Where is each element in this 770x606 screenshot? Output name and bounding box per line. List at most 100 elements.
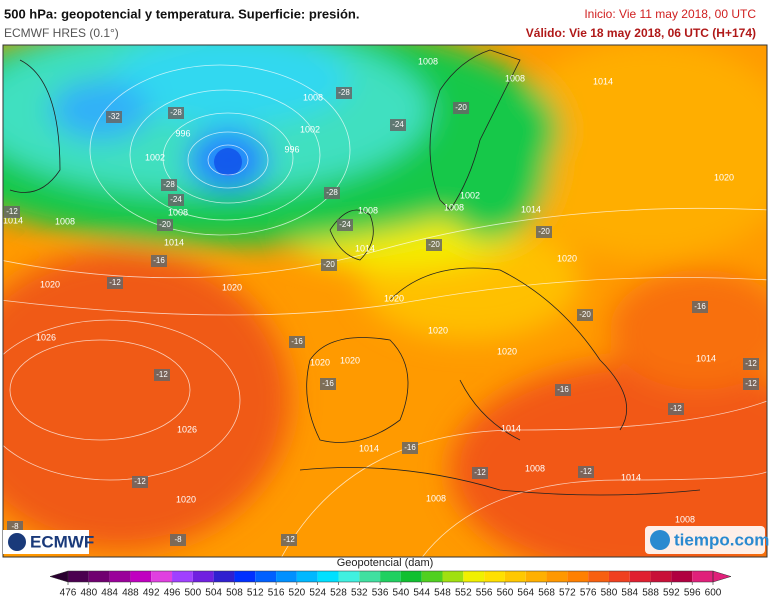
colorbar-label: 500	[184, 588, 201, 599]
colorbar-end	[49, 570, 69, 583]
colorbar-swatch	[234, 571, 256, 582]
temperature-label: -8	[174, 535, 182, 544]
colorbar-label: 484	[101, 588, 118, 599]
temperature-box	[107, 277, 123, 289]
pressure-label: 1020	[428, 325, 448, 335]
colorbar-label: 584	[621, 588, 638, 599]
logo-left: ECMWF	[30, 532, 94, 551]
pressure-label: 996	[284, 144, 299, 154]
pressure-label: 1014	[3, 215, 23, 225]
colorbar-label: 536	[372, 588, 389, 599]
colorbar-end	[712, 570, 732, 583]
colorbar-swatch	[296, 571, 318, 582]
pressure-label: 1008	[525, 463, 545, 473]
isobars	[3, 64, 767, 557]
colorbar-swatch	[172, 571, 193, 582]
colorbar-label: 568	[538, 588, 555, 599]
pressure-label: 1020	[340, 355, 360, 365]
temperature-label: -12	[745, 379, 757, 388]
temperature-label: -12	[156, 370, 168, 379]
temperature-label: -16	[404, 443, 416, 452]
temperature-label: -20	[323, 260, 335, 269]
temperature-box	[555, 384, 571, 396]
temperature-label: -12	[670, 404, 682, 413]
pressure-label: 1020	[497, 346, 517, 356]
temperature-box	[168, 194, 184, 206]
pressure-label: 1008	[418, 56, 438, 66]
pressure-label: 1014	[521, 204, 541, 214]
colorbar-label: 476	[60, 588, 77, 599]
temperature-box	[402, 442, 418, 454]
colorbar-label: 564	[517, 588, 534, 599]
temperature-box	[390, 119, 406, 131]
pressure-label: 1020	[714, 172, 734, 182]
temperature-label: -16	[322, 379, 334, 388]
temperature-box	[743, 358, 759, 370]
temperature-box	[161, 179, 177, 191]
temperature-label: -12	[283, 535, 295, 544]
temperature-box	[151, 255, 167, 267]
colorbar-label: 532	[351, 588, 368, 599]
colorbar-swatch	[463, 571, 485, 582]
temperature-label: -24	[339, 220, 351, 229]
colorbar-label: 600	[705, 588, 722, 599]
temperature-box	[337, 219, 353, 231]
temperature-box	[4, 206, 20, 218]
temperature-label: -16	[153, 256, 165, 265]
model: ECMWF HRES (0.1°)	[4, 26, 119, 40]
temperature-label: -20	[579, 310, 591, 319]
temperature-box	[336, 87, 352, 99]
colorbar-label: 556	[476, 588, 493, 599]
colorbar-title: Geopotencial (dam)	[337, 557, 434, 569]
temperature-box	[168, 107, 184, 119]
colorbar-swatch	[588, 571, 609, 582]
colorbar-swatch	[192, 571, 214, 582]
temperature-label: -12	[474, 468, 486, 477]
pressure-label: 996	[175, 128, 190, 138]
colorbar-swatch	[629, 571, 651, 582]
temperature-label: -12	[745, 359, 757, 368]
colorbar-swatch	[338, 571, 360, 582]
colorbar-swatch	[68, 571, 89, 582]
colorbar-swatch	[151, 571, 173, 582]
colorbar-swatch	[484, 571, 505, 582]
colorbar-swatch	[671, 571, 693, 582]
colorbar-label: 576	[580, 588, 597, 599]
colorbar-label: 548	[434, 588, 451, 599]
colorbar-label: 492	[143, 588, 160, 599]
pressure-label: 1008	[358, 205, 378, 215]
init-time: Inicio: Vie 11 may 2018, 00 UTC	[584, 7, 756, 21]
temperature-label: -20	[455, 103, 467, 112]
colorbar-swatch	[567, 571, 589, 582]
colorbar-label: 508	[226, 588, 243, 599]
temperature-label: -28	[163, 180, 175, 189]
temperature-label: -12	[134, 477, 146, 486]
temperature-label: -24	[170, 195, 182, 204]
pressure-label: 1026	[177, 424, 197, 434]
temperature-label: -28	[326, 188, 338, 197]
pressure-label: 1008	[675, 514, 695, 524]
temperature-box	[692, 301, 708, 313]
temperature-box	[668, 403, 684, 415]
temperature-label: -20	[159, 220, 171, 229]
temperature-box	[324, 187, 340, 199]
colorbar-swatch	[317, 571, 339, 582]
pressure-label: 1008	[505, 73, 525, 83]
pressure-label: 1014	[621, 472, 641, 482]
pressure-label: 1020	[176, 494, 196, 504]
temperature-label: -32	[108, 112, 120, 121]
colorbar-label: 592	[663, 588, 680, 599]
coastlines	[9, 49, 701, 496]
pressure-label: 1008	[303, 92, 323, 102]
colorbar-label: 560	[497, 588, 514, 599]
temperature-label: -12	[6, 207, 18, 216]
temperature-box	[157, 219, 173, 231]
temperature-box	[577, 309, 593, 321]
temperature-box	[170, 534, 186, 546]
pressure-label: 1008	[426, 493, 446, 503]
temperature-box	[321, 259, 337, 271]
temperature-box	[281, 534, 297, 546]
colorbar-swatch	[650, 571, 672, 582]
temperature-box	[426, 239, 442, 251]
